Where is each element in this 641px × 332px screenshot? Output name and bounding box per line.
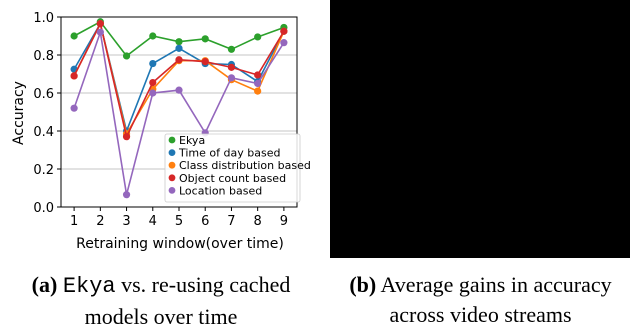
x-tick-label: 6	[201, 214, 209, 229]
y-tick-label: 0.2	[33, 163, 54, 178]
data-point	[122, 191, 131, 199]
legend-marker	[168, 187, 176, 194]
y-tick-label: 0.0	[33, 201, 54, 216]
data-point	[227, 74, 236, 82]
x-tick-label: 1	[70, 214, 78, 229]
y-tick-label: 0.6	[33, 87, 54, 102]
legend-box	[164, 133, 301, 203]
caption-a: (a) Ekya vs. re-using cached models over…	[0, 270, 322, 332]
x-tick-label: 7	[227, 214, 235, 229]
legend-marker	[168, 149, 176, 157]
data-point	[254, 79, 262, 88]
legend-label: Ekya	[179, 134, 205, 147]
data-point	[149, 59, 157, 68]
x-axis-label: Retraining window(over time)	[76, 236, 284, 252]
axes: 0.0 0.2 0.4 0.6 0.8 1.0 1 2 3 4 5 6 7 8 9	[33, 11, 298, 229]
data-point	[122, 133, 131, 141]
caption-a-text-line2: models over time	[84, 304, 238, 329]
legend-label: Object count based	[179, 172, 286, 185]
y-tick-label: 0.8	[33, 49, 54, 64]
data-point	[227, 45, 236, 53]
data-point	[201, 58, 209, 66]
legend-marker	[168, 174, 176, 182]
caption-a-text-line1: vs. re-using cached	[121, 272, 291, 297]
caption-a-label: (a)	[31, 272, 58, 297]
x-tick-label: 4	[149, 214, 157, 229]
y-tick-label: 0.4	[33, 125, 54, 140]
data-point	[122, 52, 131, 60]
data-point	[280, 39, 288, 47]
data-point	[254, 33, 262, 41]
data-point	[175, 44, 183, 52]
x-tick-label: 8	[254, 214, 262, 229]
data-point	[149, 32, 157, 40]
data-point	[254, 87, 262, 95]
data-point	[175, 86, 183, 94]
data-point	[201, 35, 209, 43]
y-tick-label: 1.0	[33, 11, 54, 26]
legend-marker	[168, 161, 176, 169]
data-point	[175, 38, 183, 46]
x-tick-label: 5	[175, 214, 183, 229]
data-point	[175, 56, 183, 64]
caption-b: (b) Average gains in accuracy across vid…	[320, 270, 641, 330]
x-tick-label: 9	[280, 214, 288, 229]
blank-figure-panel	[330, 0, 630, 258]
legend-label: Time of day based	[178, 147, 280, 160]
data-point	[70, 72, 78, 80]
data-point	[149, 78, 157, 87]
data-point	[70, 32, 78, 40]
y-axis-label: Accuracy	[11, 81, 27, 145]
legend-label: Class distribution based	[179, 159, 311, 172]
caption-b-text-line1: Average gains in accuracy	[380, 272, 612, 297]
caption-b-text-line2: across video streams	[389, 302, 572, 327]
data-point	[149, 89, 157, 97]
x-tick-label: 3	[122, 214, 130, 229]
legend-label: Location based	[179, 184, 262, 197]
series-lines	[70, 18, 288, 199]
data-point	[254, 71, 262, 79]
data-point	[96, 20, 104, 28]
data-point	[280, 27, 288, 35]
data-point	[227, 63, 236, 71]
caption-b-label: (b)	[349, 272, 377, 297]
caption-a-system-name: Ekya	[62, 274, 116, 299]
legend-marker	[168, 136, 176, 144]
data-point	[96, 28, 104, 36]
x-tick-label: 2	[96, 214, 104, 229]
data-point	[70, 104, 78, 112]
